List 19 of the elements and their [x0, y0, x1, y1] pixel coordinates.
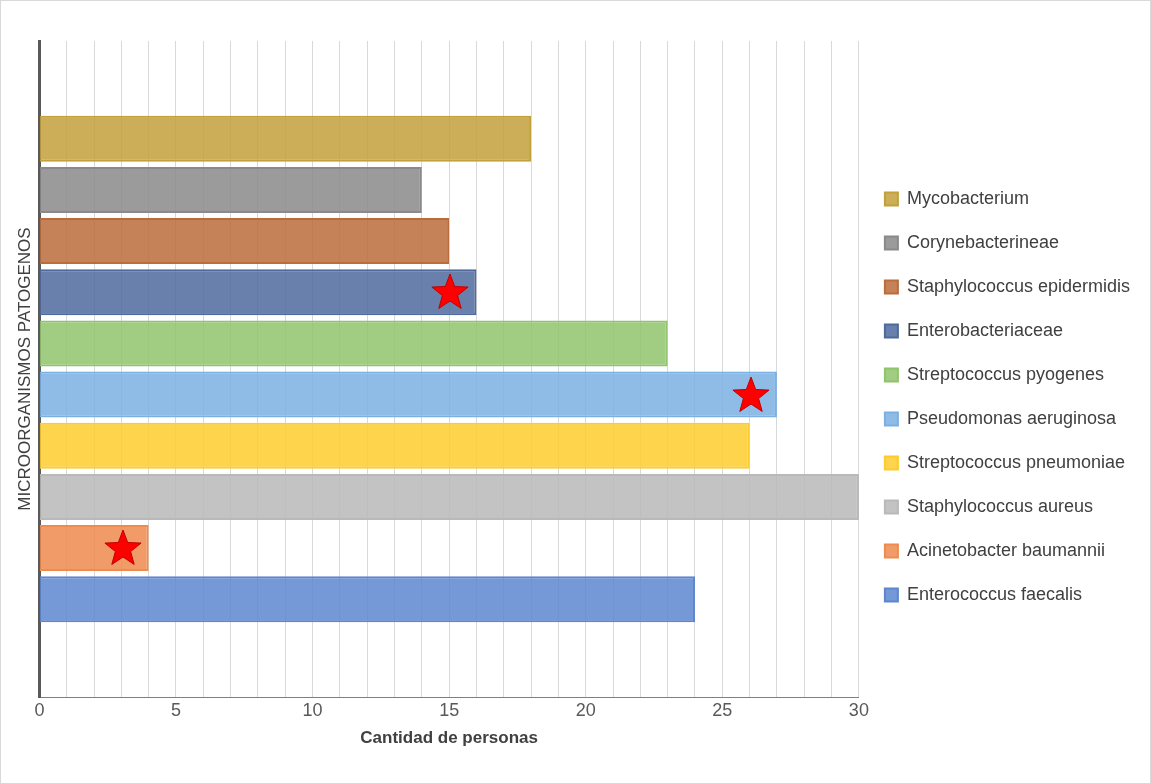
y-axis-title: MICROORGANISMOS PATOGENOS — [14, 227, 34, 511]
legend-label: Mycobacterium — [906, 187, 1029, 208]
legend-label: Enterococcus faecalis — [906, 583, 1082, 604]
legend-label: Staphylococcus epidermidis — [906, 275, 1131, 296]
legend-label: Streptococcus pyogenes — [906, 363, 1105, 384]
x-tick-label: 0 — [34, 699, 45, 720]
legend-label: Corynebacterineae — [906, 231, 1059, 252]
x-tick-label: 15 — [439, 699, 460, 720]
x-tick-label: 25 — [712, 699, 733, 720]
legend-label: Acinetobacter baumannii — [906, 539, 1106, 560]
legend-label: Enterobacteriaceae — [906, 319, 1063, 340]
x-tick-label: 30 — [848, 699, 869, 720]
legend-label: Staphylococcus aureus — [906, 495, 1093, 516]
x-tick-label: 5 — [170, 699, 181, 720]
x-tick-label: 10 — [302, 699, 323, 720]
x-tick-label: 20 — [575, 699, 596, 720]
x-axis-title: Cantidad de personas — [360, 728, 538, 748]
legend-label: Pseudomonas aeruginosa — [906, 407, 1118, 428]
legend-label: Streptococcus pneumoniae — [906, 451, 1126, 472]
